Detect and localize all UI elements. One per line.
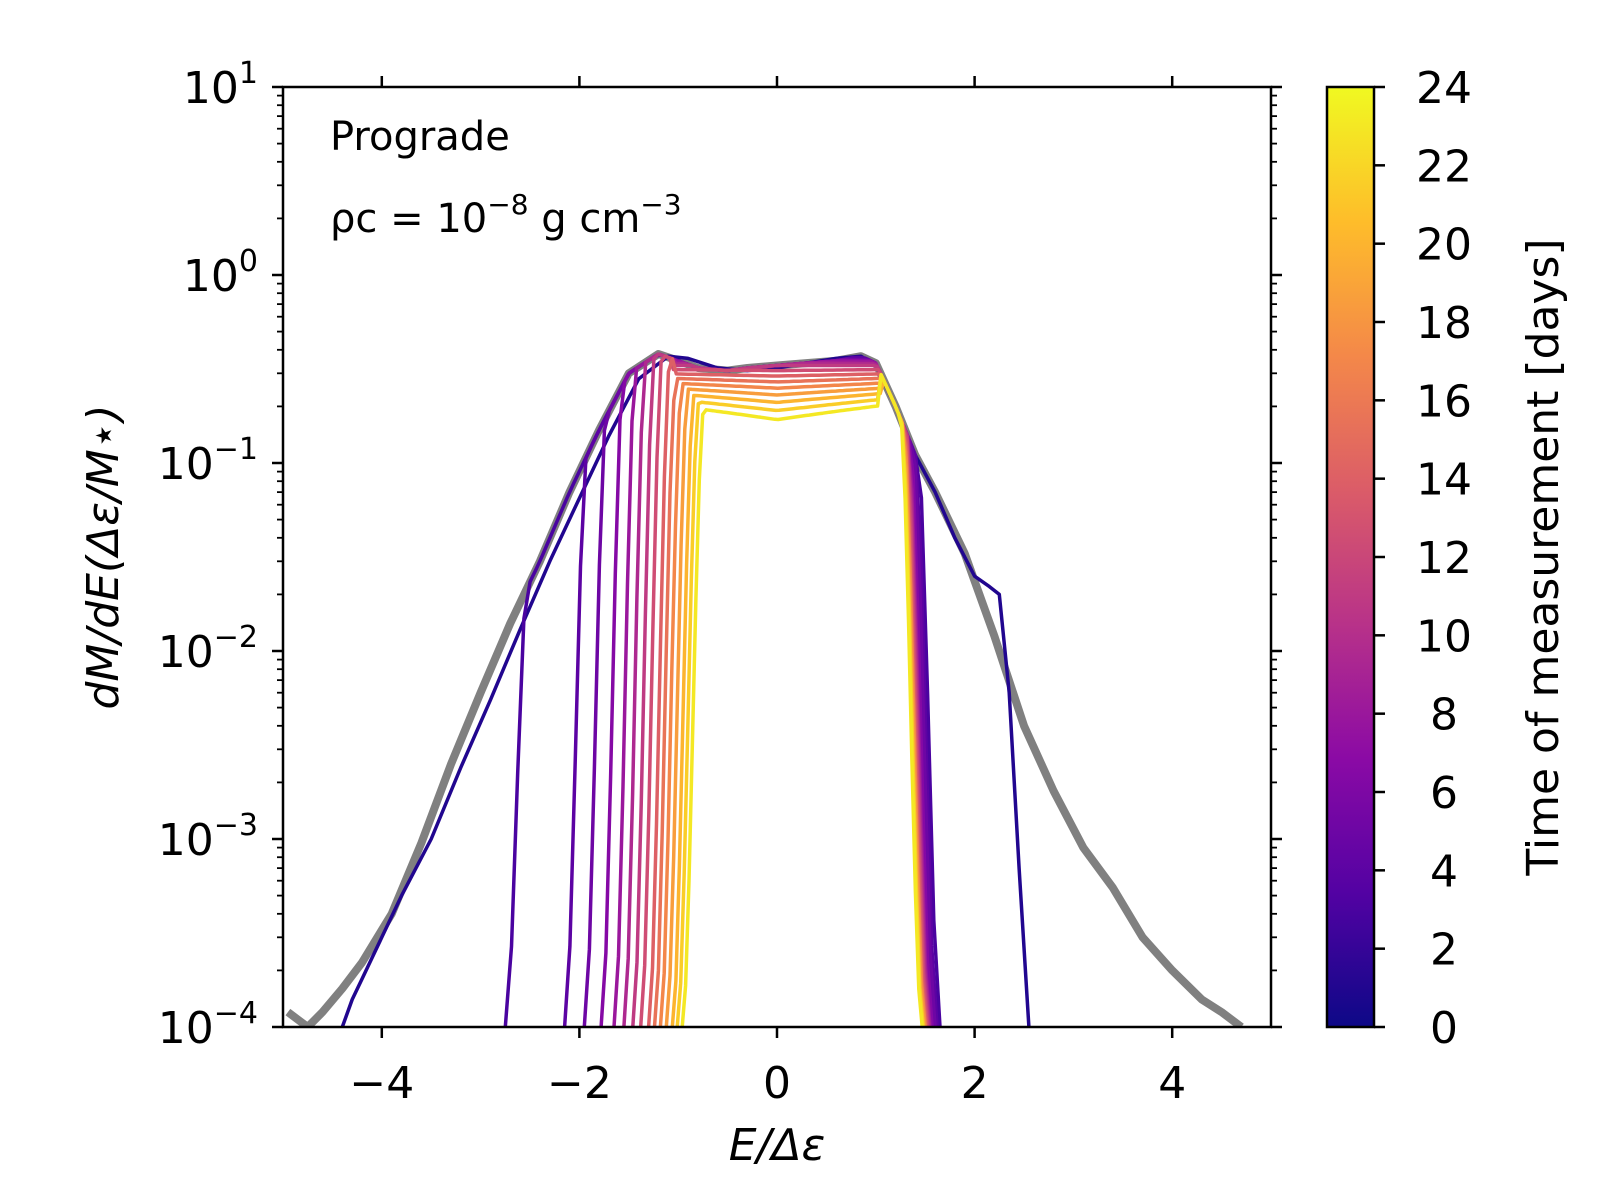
y-tick-label: 101 [183, 56, 258, 114]
y-tick-base: 10 [183, 63, 239, 114]
annotation-density-exp: −8 [487, 188, 528, 221]
annotation-density-unit-exp: −3 [640, 188, 681, 221]
colorbar-tick-label: 22 [1416, 141, 1472, 192]
y-tick-exponent: −4 [214, 996, 258, 1031]
y-tick-base: 10 [158, 627, 214, 678]
colorbar-tick-label: 24 [1416, 63, 1472, 114]
y-tick-base: 10 [183, 251, 239, 302]
series-line-14 [675, 372, 925, 1027]
colorbar [1325, 85, 1376, 1029]
y-tick-exponent: 0 [239, 244, 258, 279]
colorbar-tick-label: 0 [1430, 1003, 1458, 1054]
colorbar-tick-label: 4 [1430, 846, 1458, 897]
colorbar-tick-label: 12 [1416, 533, 1472, 584]
series-line-15 [680, 372, 924, 1027]
y-tick-label: 10−3 [158, 808, 258, 866]
y-tick-exponent: −1 [214, 432, 258, 467]
y-tick-label: 10−2 [158, 620, 258, 678]
colorbar-tick-label: 14 [1416, 455, 1472, 506]
y-tick-label: 10−1 [158, 432, 258, 490]
y-tick-exponent: −2 [214, 620, 258, 655]
series-line-13 [670, 378, 925, 1027]
x-axis-label: E/Δε [729, 1120, 826, 1171]
annotation-density: ρc = 10−8 g cm−3 [330, 188, 682, 242]
x-tick-label: 4 [1158, 1058, 1186, 1109]
colorbar-tick-label: 18 [1416, 298, 1472, 349]
y-tick-label: 100 [183, 244, 258, 302]
colorbar-tick-label: 2 [1430, 925, 1458, 976]
series-line-8 [638, 354, 929, 1027]
reference-series-line [285, 350, 1244, 1027]
y-axis-label: dM/dE(Δε/M⋆) [78, 405, 129, 710]
annotation-density-main: ρc = 10 [330, 196, 487, 242]
y-tick-base: 10 [158, 1003, 214, 1054]
x-tick-label: −2 [547, 1058, 612, 1109]
series-line-12 [664, 378, 926, 1027]
colorbar-tick-label: 8 [1430, 690, 1458, 741]
colorbar-tick-label: 10 [1416, 611, 1472, 662]
y-tick-base: 10 [158, 815, 214, 866]
series-line-5 [612, 352, 932, 1027]
x-tick-label: 2 [961, 1058, 989, 1109]
colorbar-tick-label: 6 [1430, 768, 1458, 819]
annotation-density-unit: g cm [529, 196, 641, 242]
y-tick-exponent: 1 [239, 56, 258, 91]
series-layer [285, 350, 1244, 1027]
y-tick-label: 10−4 [158, 996, 258, 1054]
annotation-prograde: Prograde [330, 114, 510, 160]
x-tick-label: 0 [763, 1058, 791, 1109]
colorbar-tick-label: 20 [1416, 220, 1472, 271]
x-tick-label: −4 [349, 1058, 414, 1109]
colorbar-tick-label: 16 [1416, 376, 1472, 427]
y-tick-exponent: −3 [214, 808, 258, 843]
y-tick-base: 10 [158, 439, 214, 490]
colorbar-label: Time of measurement [days] [1518, 238, 1569, 876]
